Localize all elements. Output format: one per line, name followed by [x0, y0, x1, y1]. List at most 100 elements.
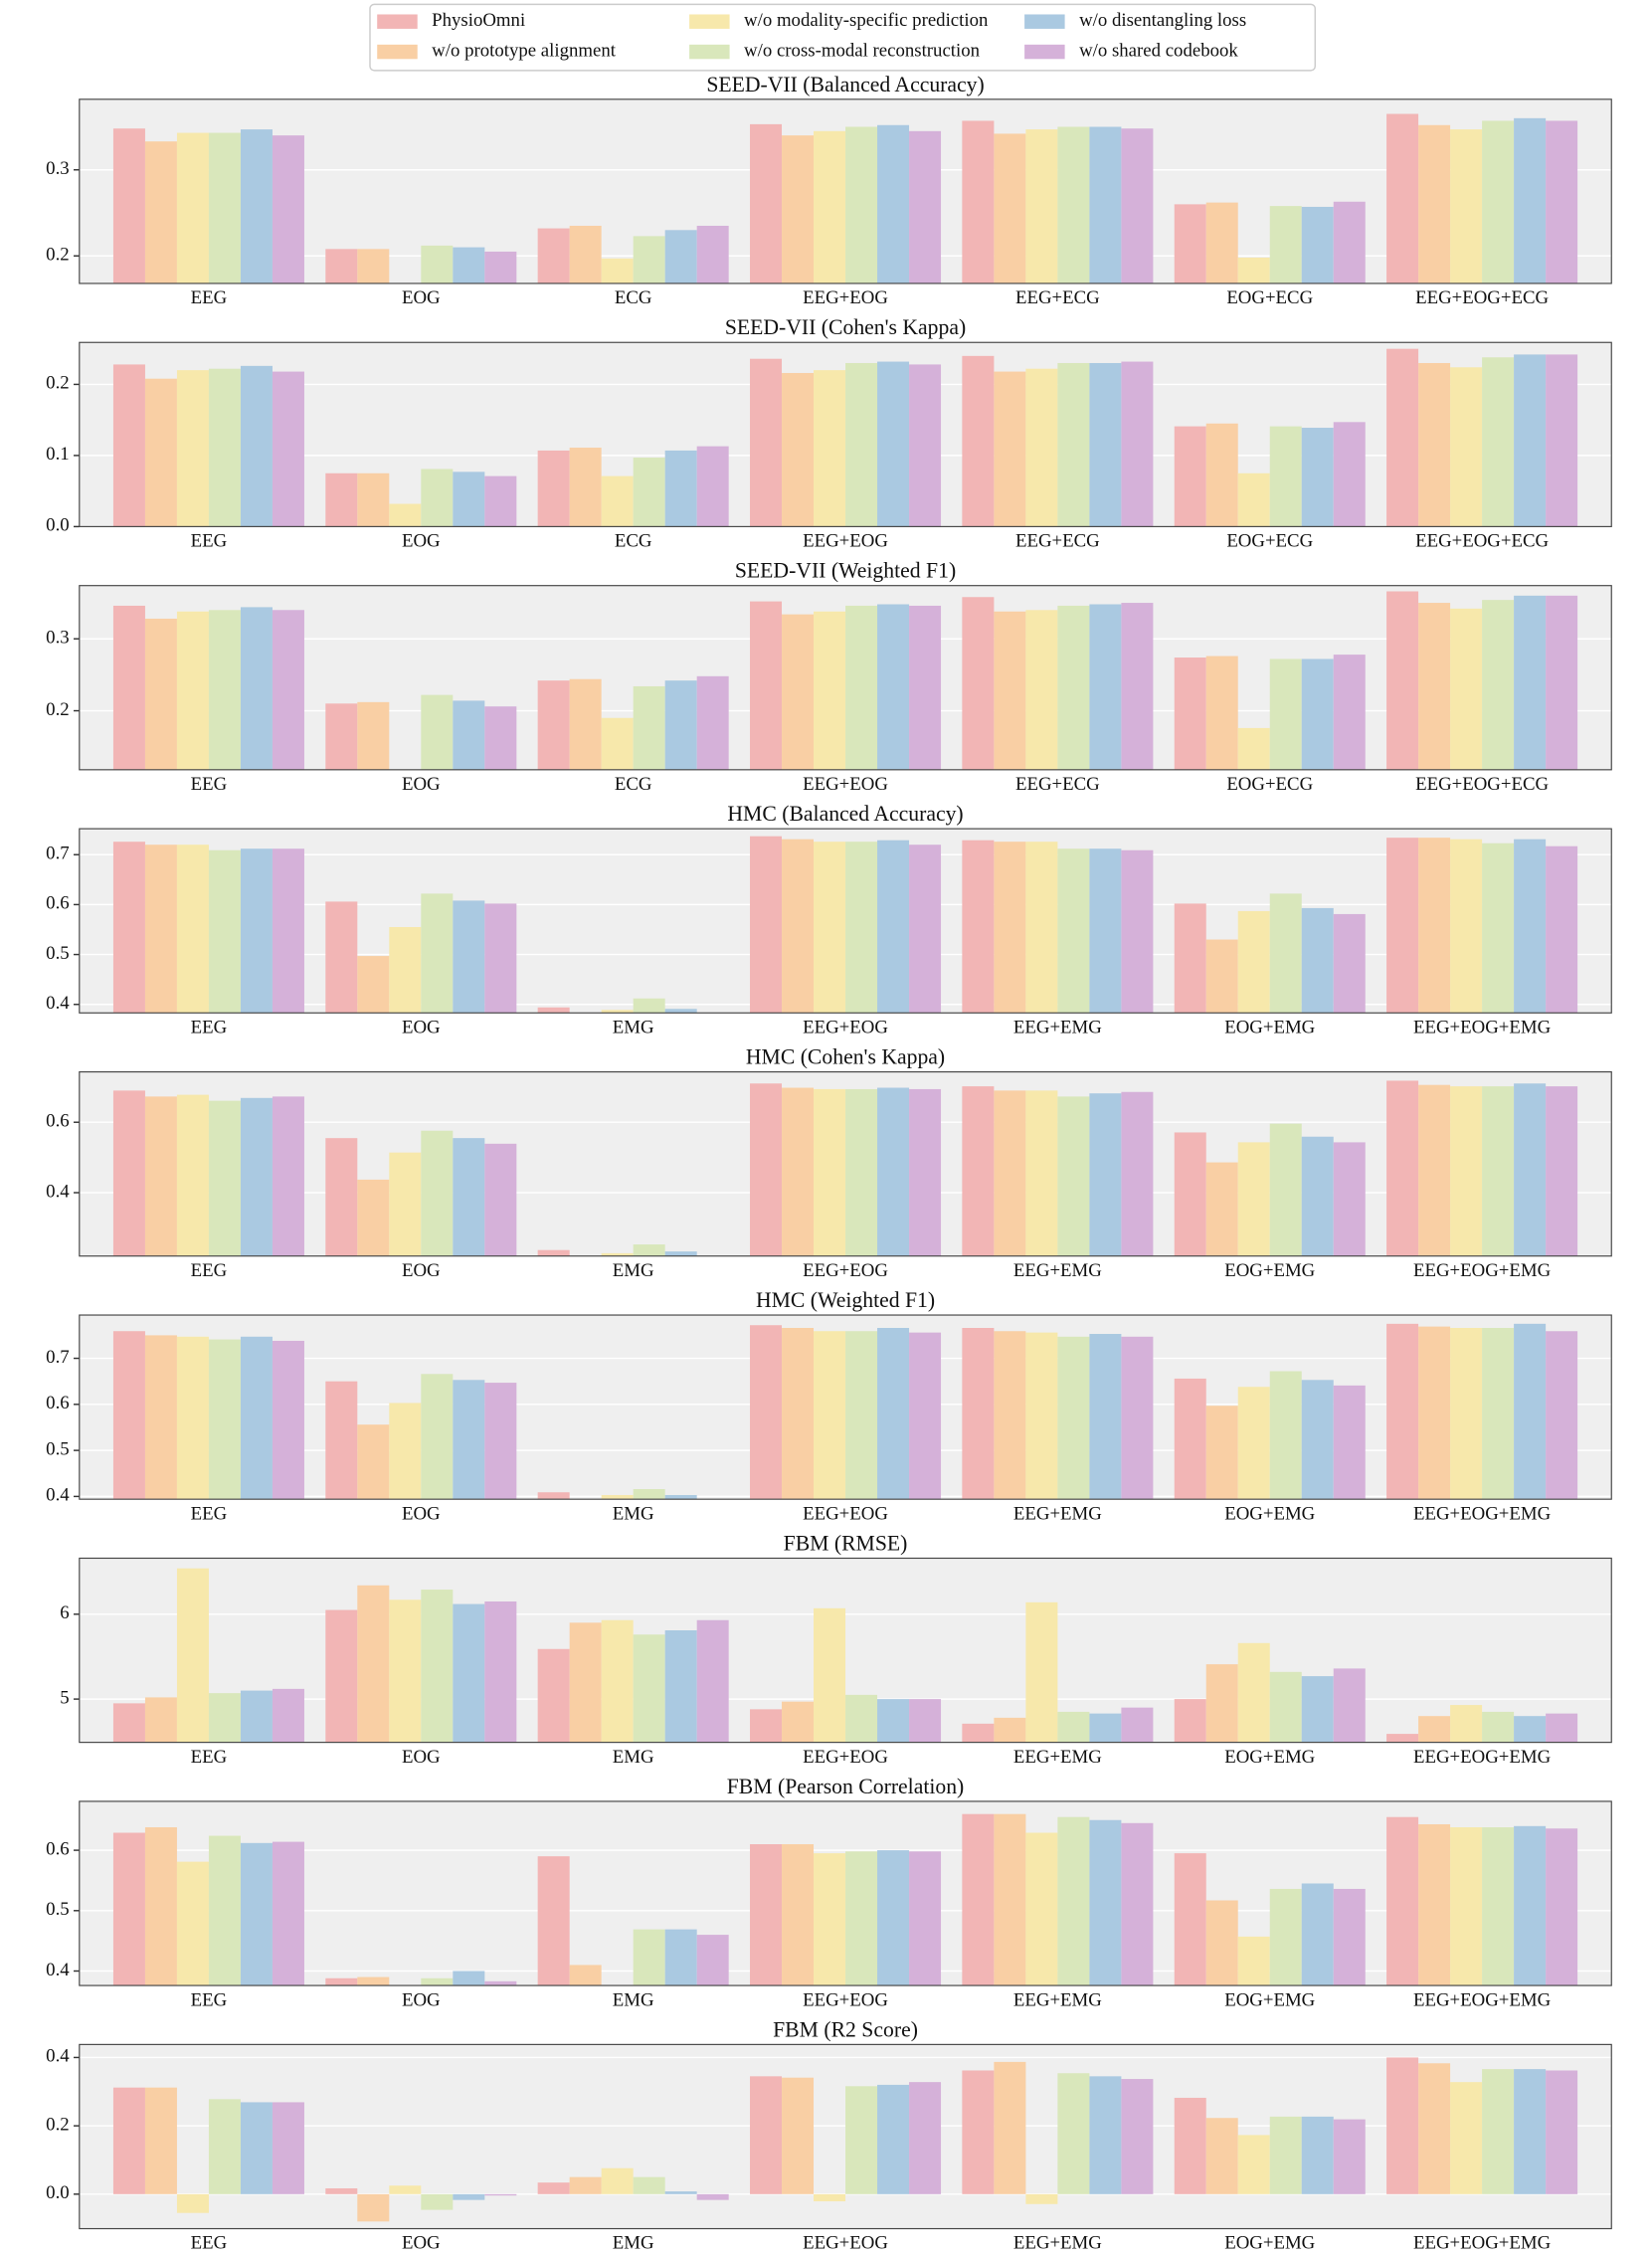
- bar: [1269, 1123, 1302, 1256]
- bar: [814, 1853, 846, 1986]
- bar: [1514, 1083, 1547, 1256]
- bar: [421, 893, 454, 1014]
- bar: [782, 839, 815, 1014]
- bar: [569, 678, 602, 770]
- bar: [1546, 595, 1578, 770]
- bar: [962, 1723, 995, 1743]
- bar: [1174, 1699, 1206, 1743]
- bar: [1025, 610, 1058, 770]
- bar: [484, 706, 517, 770]
- legend-label: w/o disentangling loss: [1079, 10, 1246, 31]
- x-tick-label: EOG: [402, 531, 441, 552]
- bar: [1269, 2116, 1302, 2194]
- bar: [664, 1630, 697, 1743]
- bar: [389, 1403, 422, 1500]
- bar: [1237, 727, 1270, 770]
- bar: [357, 956, 390, 1014]
- y-tick-label: 0.2: [46, 245, 70, 266]
- bar: [1121, 603, 1154, 770]
- x-tick-label: EOG+ECG: [1226, 531, 1313, 552]
- bar: [272, 135, 304, 283]
- bar: [994, 133, 1026, 283]
- bar: [325, 2187, 358, 2194]
- bar: [1269, 1671, 1302, 1743]
- y-tick-label: 0.6: [46, 893, 70, 914]
- bar: [272, 1841, 304, 1986]
- bar: [272, 1096, 304, 1256]
- bar: [845, 1851, 878, 1986]
- bar: [1121, 361, 1154, 527]
- y-tick-label: 0.4: [46, 1181, 70, 1202]
- x-tick-label: EEG+EOG: [803, 1989, 888, 2010]
- bar: [1237, 257, 1270, 283]
- legend-label: w/o shared codebook: [1079, 40, 1238, 61]
- bar: [325, 1381, 358, 1500]
- x-tick-label: EEG+EOG+EMG: [1413, 1260, 1551, 1281]
- bar: [389, 2185, 422, 2194]
- y-tick-label: 0.7: [46, 1347, 70, 1368]
- x-tick-label: EEG+EOG+EMG: [1413, 1503, 1551, 1524]
- bar: [208, 132, 241, 283]
- x-tick-label: EOG+EMG: [1224, 1989, 1315, 2010]
- legend-swatch: [377, 44, 418, 60]
- legend-label: w/o prototype alignment: [432, 40, 617, 61]
- bar: [782, 135, 815, 283]
- bar: [664, 1251, 697, 1256]
- bar: [1089, 848, 1122, 1014]
- bar: [144, 1697, 177, 1743]
- bar: [1174, 426, 1206, 527]
- bar: [909, 1088, 942, 1256]
- bar: [1057, 2073, 1090, 2194]
- bar: [962, 840, 995, 1014]
- y-tick-label: 0.6: [46, 1393, 70, 1413]
- bar: [1174, 903, 1206, 1014]
- bar: [272, 371, 304, 527]
- bars: [112, 348, 1578, 527]
- bar: [1482, 1327, 1515, 1500]
- bar: [144, 1096, 177, 1256]
- x-tick-label: EMG: [613, 2233, 654, 2254]
- bar: [1418, 2063, 1451, 2194]
- bar: [453, 1380, 485, 1500]
- bar: [176, 132, 209, 283]
- legend-swatch: [689, 44, 730, 60]
- bar: [208, 368, 241, 527]
- bar: [696, 1013, 729, 1014]
- bar: [112, 842, 145, 1014]
- x-tick-label: EMG: [613, 1747, 654, 1768]
- bar: [1386, 348, 1419, 527]
- bar: [633, 236, 665, 283]
- bar: [909, 2082, 942, 2194]
- bar: [782, 1327, 815, 1500]
- x-tick-label: EEG: [191, 2233, 228, 2254]
- bar: [782, 2077, 815, 2194]
- bar: [1057, 605, 1090, 770]
- bar: [537, 450, 570, 527]
- bar: [1333, 1668, 1366, 1743]
- bar: [389, 1599, 422, 1743]
- legend-swatch: [1024, 44, 1065, 60]
- bar: [1386, 1080, 1419, 1256]
- bar: [877, 1327, 910, 1500]
- bar: [1301, 206, 1334, 283]
- bar: [1205, 1664, 1238, 1743]
- chart-title: FBM (Pearson Correlation): [727, 1775, 965, 1798]
- bar: [1333, 422, 1366, 527]
- bar: [208, 1835, 241, 1986]
- bar: [633, 685, 665, 770]
- bar: [1514, 354, 1547, 527]
- bar: [1121, 1707, 1154, 1743]
- legend-swatch: [1024, 14, 1065, 29]
- bar: [389, 503, 422, 527]
- bar: [357, 2193, 390, 2222]
- bar: [697, 1256, 729, 1263]
- bar: [962, 1086, 995, 1256]
- bars: [112, 1323, 1578, 1500]
- bar: [1025, 1832, 1058, 1986]
- bar: [1546, 1828, 1578, 1986]
- x-tick-label: EMG: [613, 1503, 654, 1524]
- bar: [782, 1844, 815, 1986]
- bar: [1089, 604, 1122, 770]
- bar: [1121, 1822, 1154, 1986]
- bar: [1174, 204, 1206, 283]
